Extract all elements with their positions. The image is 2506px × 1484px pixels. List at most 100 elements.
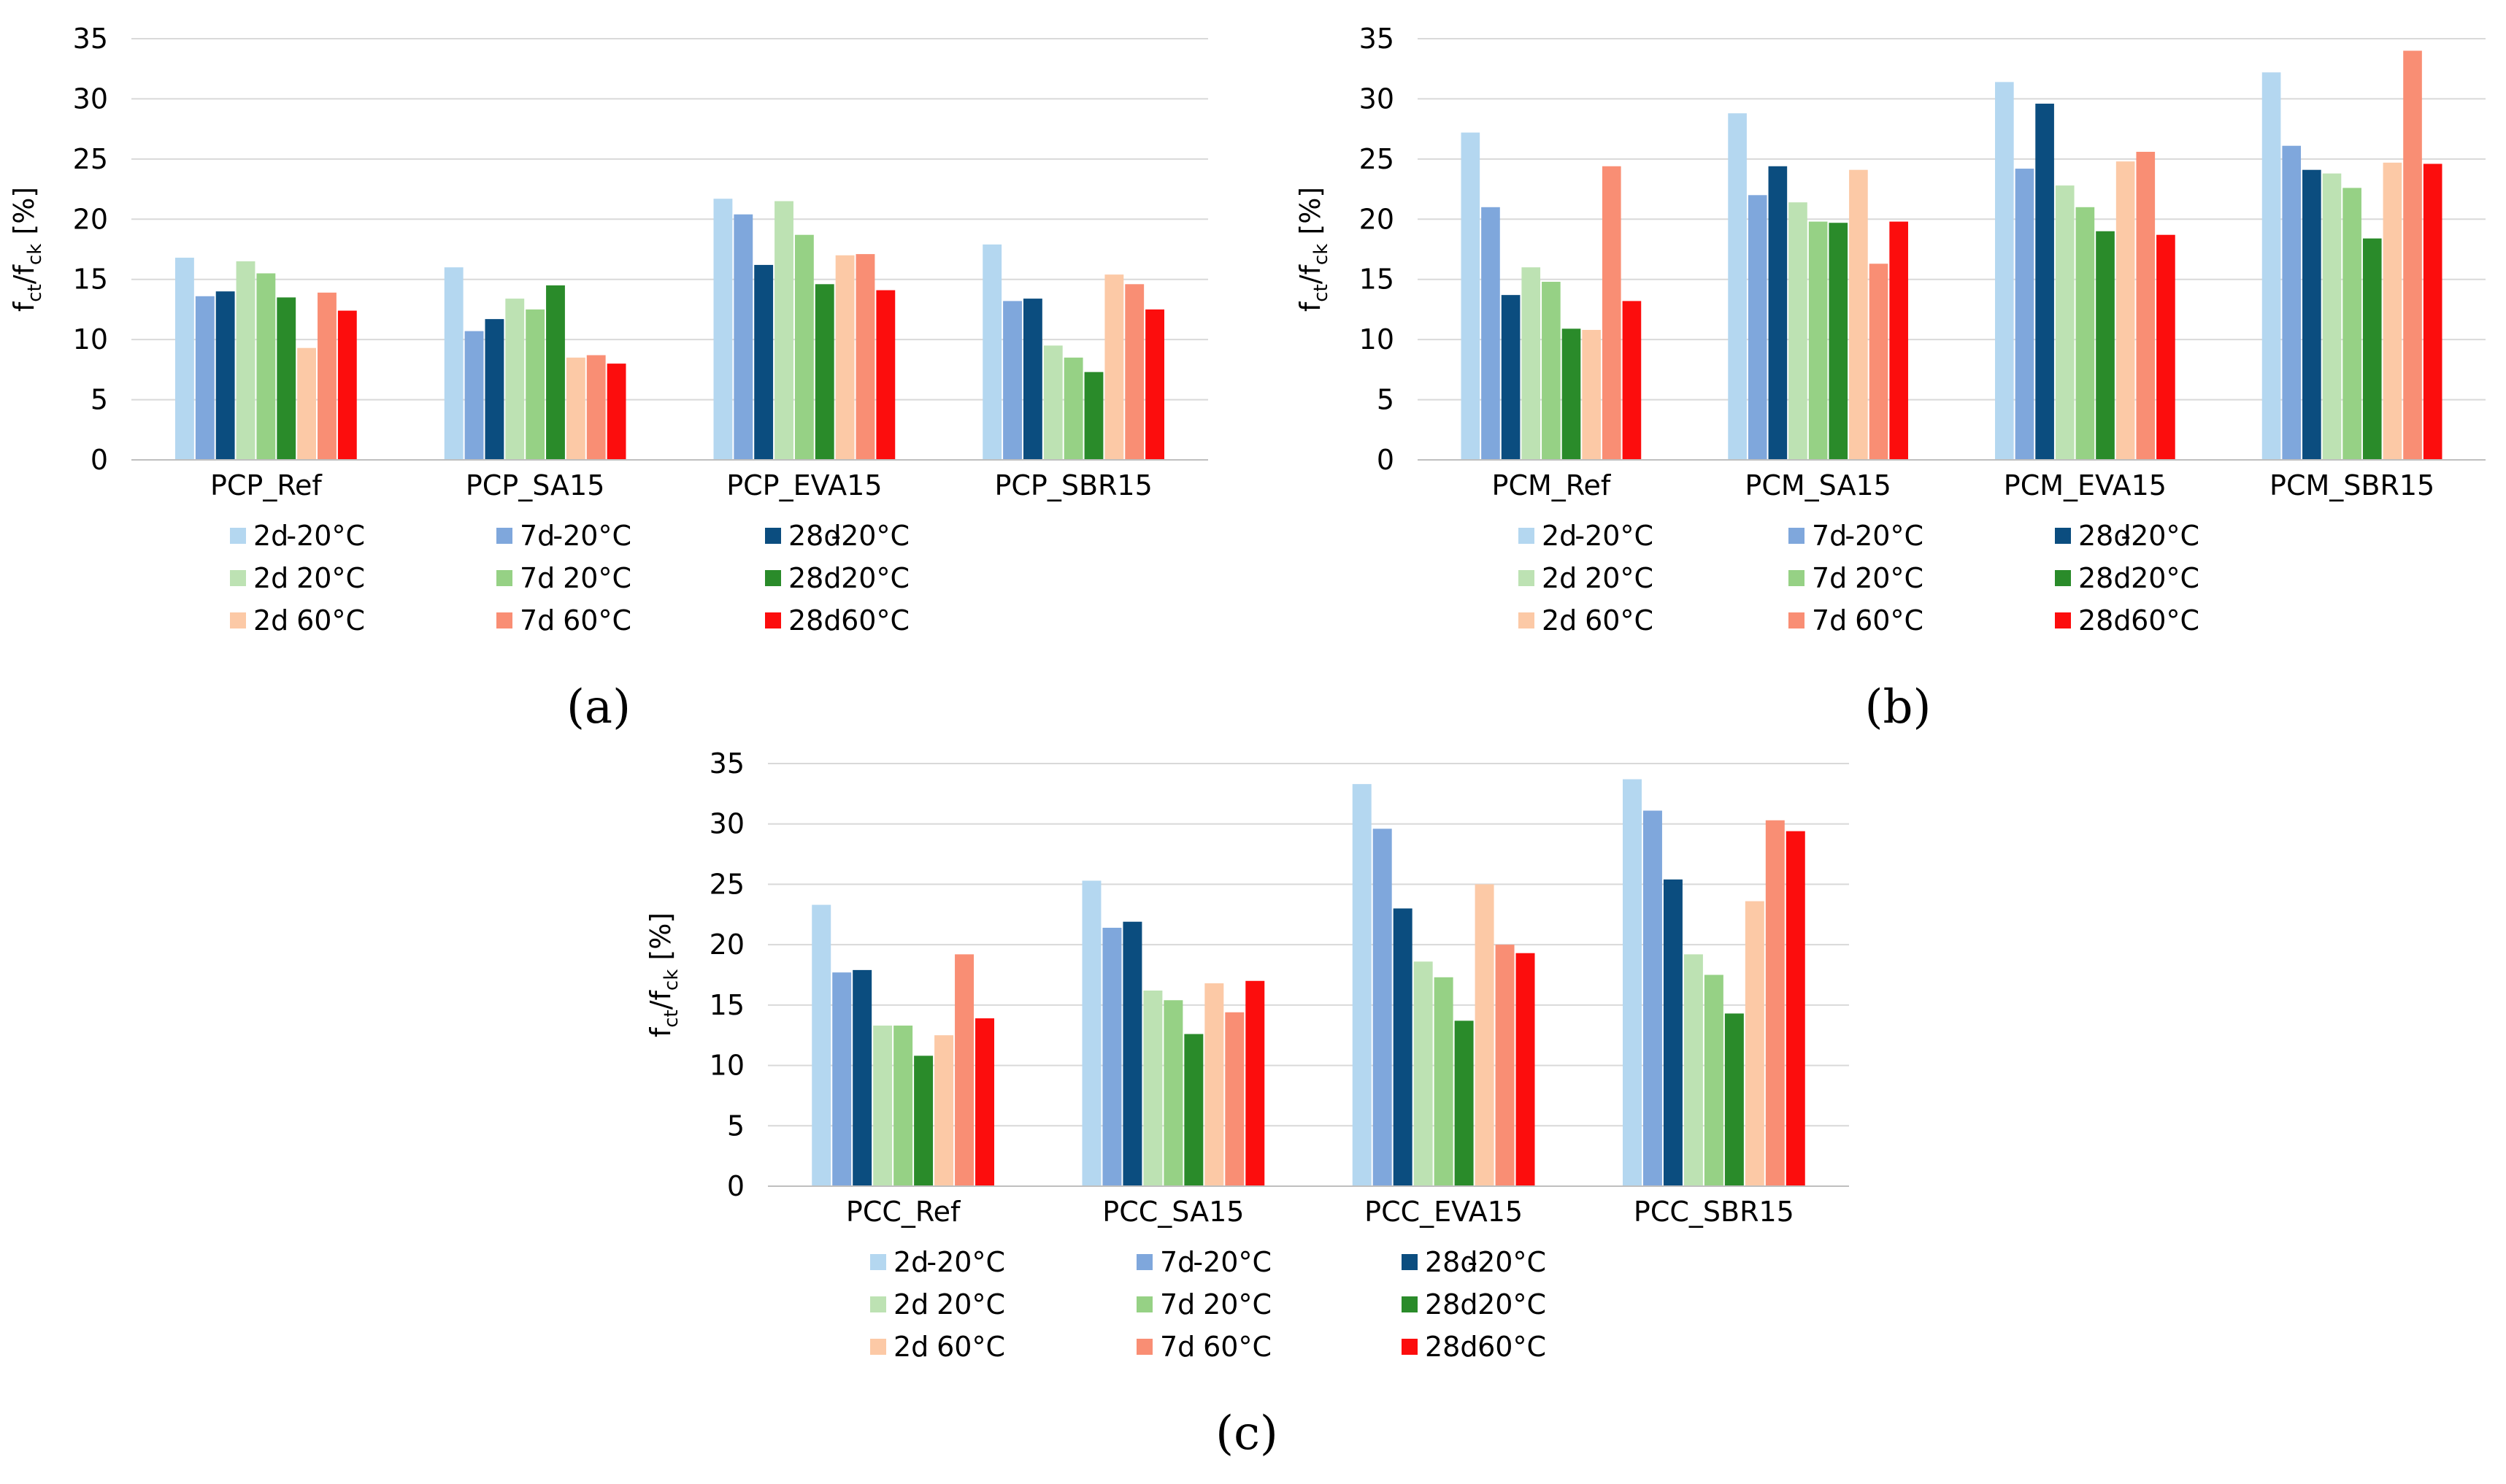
y-axis-label-part: [%] [1294, 187, 1326, 244]
bar-PCP_Ref-2d_60°C [297, 347, 317, 460]
legend-temp-label: -20°C [926, 1246, 1005, 1278]
category-label: PCC_SA15 [1102, 1196, 1244, 1228]
bar-PCC_SA15-7d_-20°C [1102, 927, 1122, 1186]
bar-PCM_SBR15-28d_-20°C [2302, 169, 2321, 461]
legend-age-label: 28d [2078, 520, 2131, 552]
category-label: PCP_SBR15 [994, 469, 1152, 501]
legend-swatch [230, 612, 246, 628]
legend-temp-label: 20°C [2131, 562, 2199, 594]
bar-PCC_EVA15-28d_-20°C [1393, 908, 1412, 1186]
bar-PCP_SA15-2d_20°C [505, 299, 525, 460]
y-tick-label: 5 [727, 1110, 745, 1142]
legend-age-label: 2d [1542, 604, 1577, 637]
legend-age-label: 28d [1425, 1288, 1477, 1320]
legend-swatch [1788, 612, 1804, 628]
y-axis-label-part: f [645, 1026, 677, 1037]
bar-PCM_EVA15-28d_60°C [2156, 234, 2175, 460]
bar-PCM_SA15-7d_-20°C [1748, 195, 1767, 460]
bar-PCM_EVA15-2d_20°C [2055, 185, 2075, 460]
bar-PCC_EVA15-2d_-20°C [1352, 784, 1372, 1186]
bar-PCC_SBR15-2d_-20°C [1622, 779, 1642, 1186]
bar-PCP_EVA15-28d_-20°C [754, 264, 774, 460]
y-tick-label: 25 [1359, 143, 1394, 175]
bar-PCM_Ref-2d_-20°C [1461, 132, 1480, 461]
bar-PCP_EVA15-2d_-20°C [713, 199, 733, 460]
legend-swatch [765, 570, 781, 586]
y-tick-label: 20 [1359, 203, 1394, 235]
legend-temp-label: 20°C [841, 562, 910, 594]
y-axis-label-part: [%] [8, 187, 40, 244]
bar-PCM_Ref-2d_60°C [1582, 329, 1601, 460]
legend-temp-label: -20°C [553, 520, 631, 552]
bar-PCM_EVA15-7d_60°C [2136, 151, 2156, 461]
legend-age-label: 28d [788, 604, 841, 637]
legend-temp-label: 20°C [1477, 1288, 1546, 1320]
legend-temp-label: -20°C [1193, 1246, 1272, 1278]
bar-PCP_SBR15-7d_20°C [1064, 357, 1083, 460]
bar-PCC_SBR15-2d_20°C [1683, 954, 1703, 1186]
y-tick-label: 35 [73, 23, 108, 55]
bar-PCM_SBR15-2d_60°C [2383, 162, 2402, 460]
legend-age-label: 28d [1425, 1331, 1477, 1363]
legend-temp-label: 20°C [296, 562, 365, 594]
category-label: PCM_EVA15 [2004, 469, 2167, 501]
bar-PCC_EVA15-28d_60°C [1515, 953, 1535, 1186]
y-axis-label: fct/fck [%] [1294, 187, 1332, 312]
bar-PCM_Ref-2d_20°C [1521, 267, 1541, 460]
bar-PCP_SBR15-28d_60°C [1145, 309, 1164, 460]
legend-age-label: 7d [1160, 1246, 1195, 1278]
bar-PCP_SA15-28d_60°C [607, 364, 626, 460]
bar-PCC_EVA15-2d_60°C [1475, 884, 1494, 1186]
legend-age-label: 28d [2078, 604, 2131, 637]
bar-PCM_SA15-28d_20°C [1829, 223, 1848, 460]
category-label: PCC_EVA15 [1364, 1196, 1523, 1228]
y-axis-label-part: ct [661, 1010, 683, 1028]
bar-PCP_EVA15-28d_20°C [815, 284, 834, 460]
y-axis-label-part: /f [1294, 264, 1326, 284]
legend-swatch [496, 528, 512, 544]
bar-PCC_SBR15-28d_20°C [1724, 1013, 1744, 1186]
legend-age-label: 7d [520, 562, 555, 594]
bar-PCC_Ref-28d_20°C [914, 1056, 934, 1186]
bar-PCM_SA15-28d_-20°C [1768, 166, 1788, 460]
category-label: PCP_EVA15 [726, 469, 882, 501]
bar-PCP_Ref-7d_20°C [256, 273, 276, 460]
category-label: PCM_SBR15 [2269, 469, 2434, 501]
legend-swatch [1402, 1296, 1418, 1312]
legend-temp-label: 60°C [841, 604, 910, 637]
y-tick-label: 5 [1377, 384, 1394, 416]
bar-PCP_EVA15-7d_60°C [856, 254, 875, 460]
legend-temp-label: 20°C [1585, 562, 1653, 594]
bar-PCM_SBR15-28d_60°C [2423, 164, 2442, 461]
y-tick-label: 35 [710, 747, 745, 780]
bar-PCM_Ref-7d_20°C [1542, 282, 1561, 460]
y-tick-label: 5 [91, 384, 108, 416]
legend-age-label: 28d [1425, 1246, 1477, 1278]
category-label: PCP_Ref [210, 469, 323, 501]
legend-swatch [1518, 612, 1534, 628]
legend-swatch [870, 1296, 886, 1312]
legend-swatch [2055, 570, 2071, 586]
legend-age-label: 7d [1160, 1331, 1195, 1363]
bar-PCP_SA15-7d_20°C [526, 309, 545, 460]
bar-PCM_SBR15-7d_-20°C [2282, 145, 2302, 461]
y-axis-label-part: f [1294, 301, 1326, 312]
bar-PCP_Ref-2d_20°C [236, 261, 255, 460]
bar-PCM_SBR15-2d_20°C [2322, 173, 2342, 460]
y-tick-label: 35 [1359, 23, 1394, 55]
legend-swatch [2055, 612, 2071, 628]
bar-PCC_SA15-28d_60°C [1245, 980, 1265, 1186]
legend-age-label: 7d [1812, 604, 1847, 637]
bar-PCM_SA15-7d_20°C [1808, 221, 1828, 460]
y-axis-label-part: ck [24, 244, 46, 265]
category-label: PCC_Ref [846, 1196, 961, 1228]
bar-PCP_SA15-7d_-20°C [464, 331, 484, 460]
y-tick-label: 30 [710, 808, 745, 840]
legend-temp-label: 60°C [2131, 604, 2199, 637]
bar-PCM_SA15-7d_60°C [1869, 264, 1888, 460]
bar-PCC_SA15-2d_60°C [1204, 983, 1224, 1186]
bar-PCC_SA15-28d_20°C [1184, 1034, 1204, 1186]
category-label: PCC_SBR15 [1634, 1196, 1794, 1228]
legend-age-label: 7d [520, 520, 555, 552]
legend-swatch [765, 612, 781, 628]
